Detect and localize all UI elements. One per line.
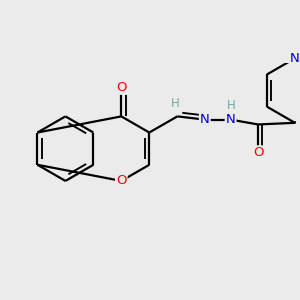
Text: O: O — [116, 81, 127, 94]
Text: H: H — [171, 97, 180, 110]
Text: N: N — [290, 52, 300, 65]
Text: O: O — [116, 174, 127, 188]
Text: H: H — [227, 99, 236, 112]
Text: N: N — [226, 113, 236, 126]
Text: O: O — [253, 146, 263, 159]
Text: N: N — [200, 113, 210, 126]
